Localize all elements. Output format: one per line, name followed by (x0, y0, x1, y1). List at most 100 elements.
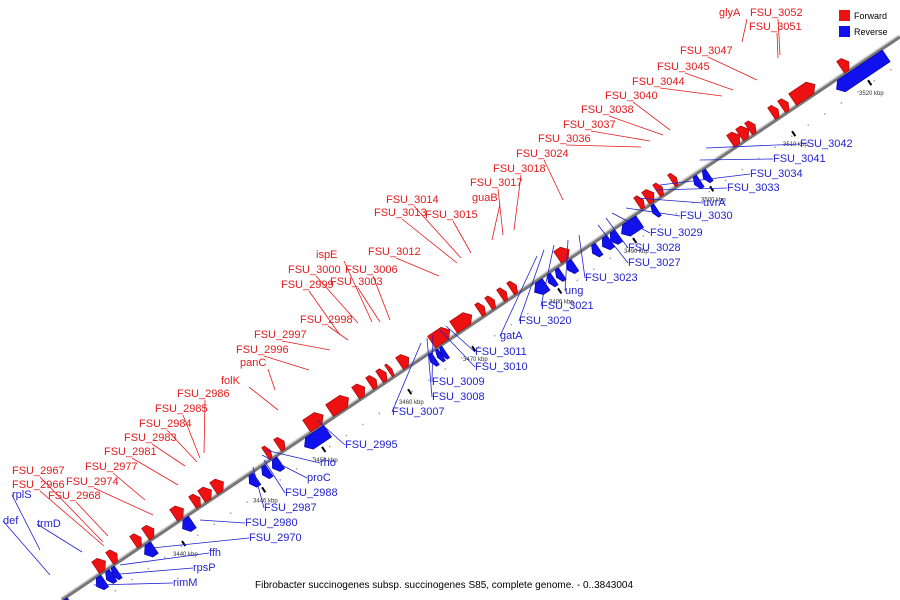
reverse-gene-label[interactable]: FSU_3007 (392, 406, 445, 418)
reverse-gene-label[interactable]: FSU_2988 (285, 487, 338, 499)
forward-gene-label[interactable]: FSU_2985 (155, 403, 208, 415)
forward-gene-label[interactable]: FSU_3044 (632, 76, 685, 88)
reverse-gene[interactable] (545, 272, 559, 289)
reverse-gene[interactable] (618, 215, 645, 240)
reverse-gene[interactable] (427, 352, 440, 368)
forward-gene-label[interactable]: FSU_2966 (12, 479, 65, 491)
forward-gene-label[interactable]: panC (240, 357, 266, 369)
forward-gene-label[interactable]: FSU_3037 (563, 119, 616, 131)
reverse-gene[interactable] (607, 229, 624, 247)
reverse-gene-label[interactable]: trmD (37, 518, 61, 530)
forward-gene-label[interactable]: FSU_2974 (66, 476, 119, 488)
forward-gene-label[interactable]: FSU_2983 (124, 432, 177, 444)
reverse-gene[interactable] (531, 278, 551, 298)
reverse-gene[interactable] (301, 424, 333, 452)
forward-gene[interactable] (496, 286, 511, 302)
reverse-gene-label[interactable]: FSU_3033 (727, 182, 780, 194)
forward-gene[interactable] (836, 56, 853, 74)
forward-gene[interactable] (197, 484, 216, 503)
reverse-gene-label[interactable]: FSU_3041 (773, 153, 826, 165)
forward-gene-label[interactable]: FSU_3051 (749, 21, 802, 33)
forward-gene[interactable] (474, 301, 489, 317)
reverse-gene-label[interactable]: FSU_3010 (475, 361, 528, 373)
reverse-gene-label[interactable]: rplS (12, 489, 32, 501)
forward-gene-label[interactable]: FSU_3012 (368, 246, 421, 258)
forward-gene[interactable] (384, 363, 396, 378)
reverse-gene-label[interactable]: FSU_3027 (628, 257, 681, 269)
forward-gene[interactable] (641, 187, 658, 205)
forward-gene-label[interactable]: FSU_3017 (470, 177, 523, 189)
forward-gene[interactable] (365, 373, 380, 390)
reverse-gene[interactable] (61, 597, 76, 600)
forward-gene[interactable] (129, 531, 145, 549)
reverse-gene-label[interactable]: FSU_2987 (264, 502, 317, 514)
forward-gene-label[interactable]: FSU_3014 (386, 194, 439, 206)
reverse-gene-label[interactable]: FSU_3023 (585, 272, 638, 284)
forward-gene-label[interactable]: FSU_3006 (345, 264, 398, 276)
forward-gene-label[interactable]: FSU_3045 (657, 61, 710, 73)
reverse-gene[interactable] (179, 515, 197, 534)
reverse-gene-label[interactable]: def (3, 515, 19, 527)
forward-gene[interactable] (105, 548, 121, 565)
reverse-gene-label[interactable]: FSU_2970 (249, 532, 302, 544)
forward-gene-label[interactable]: FSU_2984 (139, 418, 192, 430)
forward-gene[interactable] (169, 503, 188, 522)
forward-gene-label[interactable]: ispE (316, 249, 337, 261)
forward-gene-label[interactable]: FSU_2967 (12, 465, 65, 477)
forward-gene[interactable] (726, 129, 744, 148)
reverse-gene-label[interactable]: FSU_3011 (475, 346, 527, 358)
reverse-gene-label[interactable]: rimM (173, 577, 197, 589)
reverse-gene-label[interactable]: gatA (500, 330, 523, 342)
reverse-gene[interactable] (259, 464, 274, 481)
reverse-gene[interactable] (438, 345, 450, 360)
reverse-gene-label[interactable]: FSU_3030 (680, 210, 733, 222)
forward-gene[interactable] (506, 279, 521, 296)
forward-gene[interactable] (744, 119, 759, 136)
forward-gene-label[interactable]: FSU_3013 (374, 207, 427, 219)
forward-gene[interactable] (325, 392, 353, 417)
reverse-gene-label[interactable]: FSU_3021 (541, 300, 594, 312)
forward-gene-label[interactable]: FSU_2986 (177, 388, 230, 400)
forward-gene[interactable] (273, 435, 288, 452)
forward-gene-label[interactable]: FSU_3040 (605, 90, 658, 102)
forward-gene-label[interactable]: FSU_2998 (300, 314, 353, 326)
forward-gene-label[interactable]: FSU_2999 (281, 279, 334, 291)
forward-gene[interactable] (449, 309, 476, 334)
reverse-gene-label[interactable]: FSU_3008 (432, 391, 485, 403)
forward-gene[interactable] (351, 381, 369, 400)
forward-gene-label[interactable]: FSU_3024 (516, 148, 569, 160)
reverse-gene-label[interactable]: rpsP (193, 562, 216, 574)
reverse-gene-label[interactable]: uvrA (703, 197, 726, 209)
forward-gene[interactable] (91, 555, 110, 575)
forward-gene-label[interactable]: FSU_3036 (538, 133, 591, 145)
reverse-gene[interactable] (141, 541, 159, 560)
reverse-gene-label[interactable]: proC (307, 472, 331, 484)
reverse-gene-label[interactable]: ung (565, 285, 583, 297)
reverse-gene[interactable] (269, 456, 286, 474)
reverse-gene-label[interactable]: FSU_3042 (800, 138, 853, 150)
reverse-gene-label[interactable]: FSU_3028 (628, 242, 681, 254)
forward-gene[interactable] (767, 103, 782, 120)
forward-gene[interactable] (788, 79, 819, 106)
reverse-gene-label[interactable]: FSU_3029 (650, 227, 703, 239)
forward-gene-label[interactable]: FSU_2981 (104, 446, 157, 458)
forward-gene[interactable] (633, 194, 648, 210)
forward-gene[interactable] (261, 444, 275, 460)
forward-gene-label[interactable]: FSU_2997 (254, 329, 307, 341)
forward-gene-label[interactable]: FSU_3052 (750, 7, 803, 19)
forward-gene-label[interactable]: FSU_3018 (493, 163, 546, 175)
forward-gene-label[interactable]: FSU_2968 (48, 490, 101, 502)
reverse-gene-label[interactable]: FSU_2995 (345, 439, 398, 451)
reverse-gene[interactable] (553, 267, 567, 284)
forward-gene[interactable] (777, 97, 792, 114)
reverse-gene-label[interactable]: ffh (209, 547, 221, 559)
reverse-gene[interactable] (103, 569, 118, 585)
forward-gene-label[interactable]: FSU_2977 (85, 461, 138, 473)
forward-gene-label[interactable]: folK (221, 375, 241, 387)
forward-gene-label[interactable]: FSU_3038 (581, 104, 634, 116)
forward-gene[interactable] (141, 523, 158, 541)
reverse-gene-label[interactable]: FSU_2980 (245, 517, 298, 529)
reverse-gene-label[interactable]: FSU_3009 (432, 376, 485, 388)
reverse-gene[interactable] (833, 49, 891, 95)
forward-gene-label[interactable]: guaB (472, 192, 498, 204)
